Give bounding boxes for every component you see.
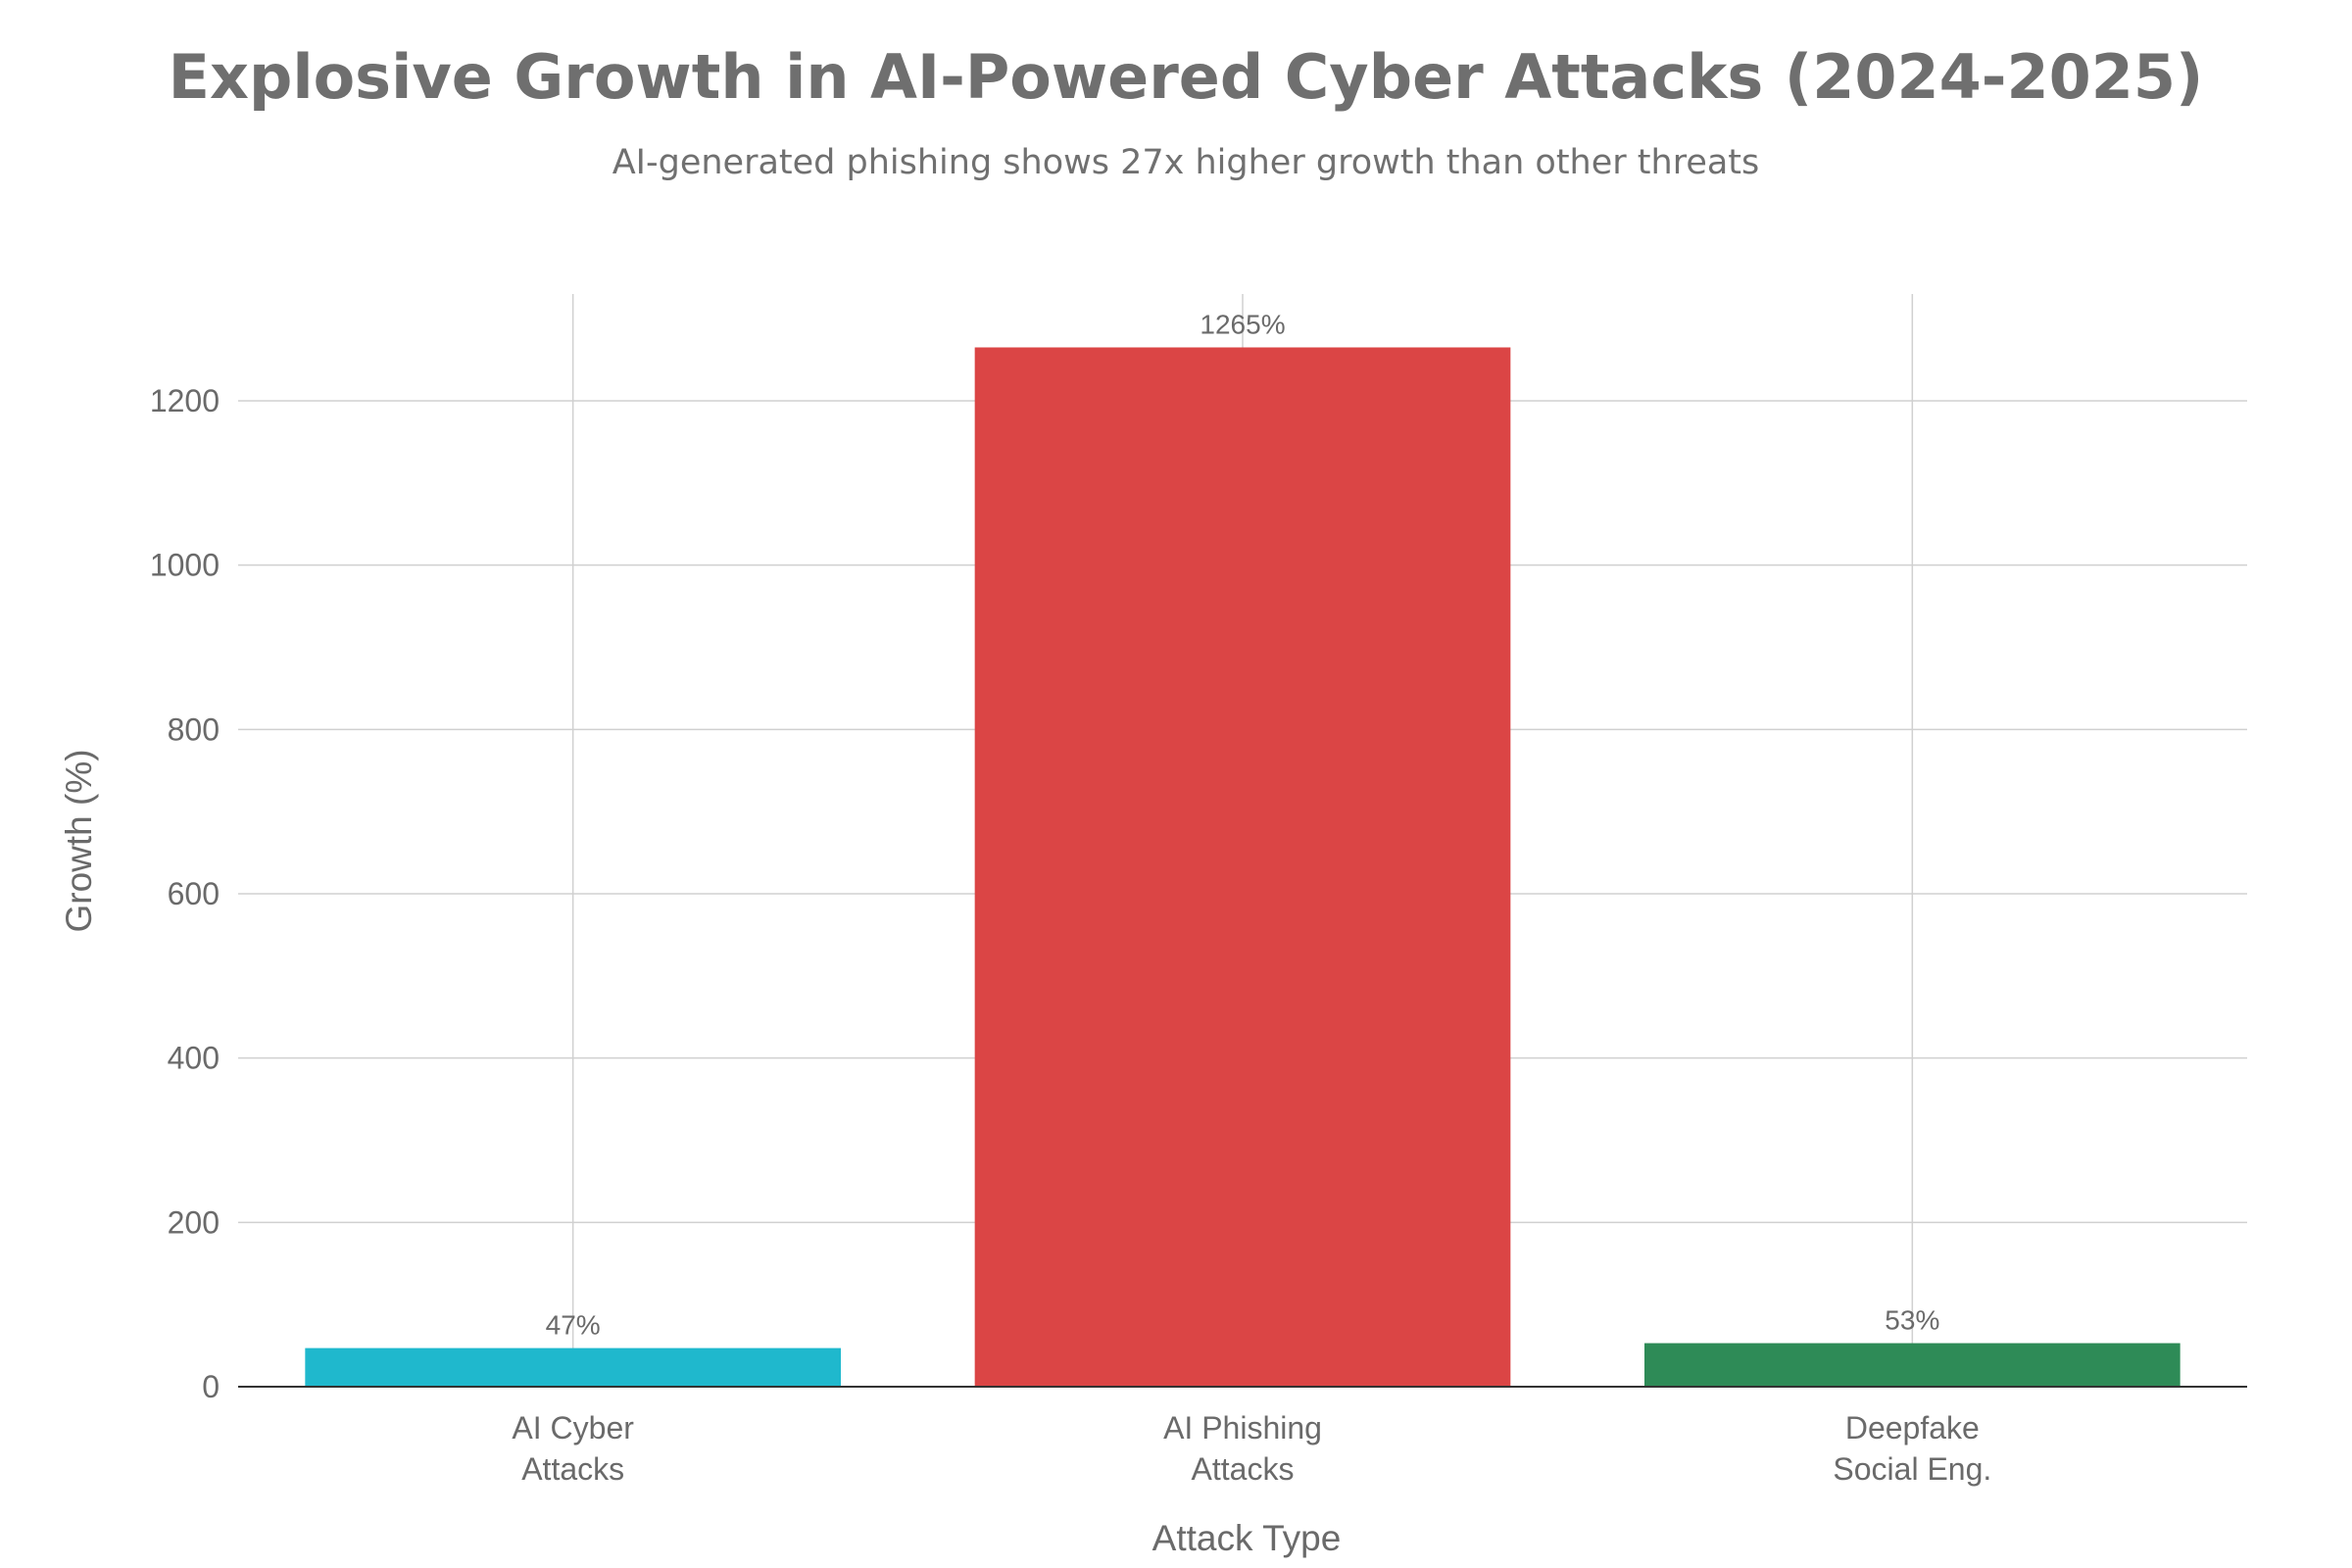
y-axis-title: Growth (%) <box>59 749 99 932</box>
chart-title: Explosive Growth in AI-Powered Cyber Att… <box>169 41 2204 113</box>
data-label-1: 1265% <box>1200 309 1285 339</box>
x-axis-title: Attack Type <box>1152 1518 1342 1558</box>
y-tick-label-400: 400 <box>168 1041 220 1076</box>
bar-0 <box>305 1348 841 1387</box>
y-tick-label-600: 600 <box>168 876 220 911</box>
bar-1 <box>974 347 1511 1388</box>
y-tick-label-1000: 1000 <box>150 548 220 583</box>
y-tick-label-200: 200 <box>168 1204 220 1240</box>
chart-subtitle: AI-generated phishing shows 27x higher g… <box>612 143 1760 182</box>
y-tick-label-800: 800 <box>168 711 220 747</box>
y-tick-label-1200: 1200 <box>150 383 220 418</box>
x-tick-label-1: AI Phishing Attacks <box>1163 1410 1322 1487</box>
x-tick-label-2: Deepfake Social Eng. <box>1833 1410 1991 1487</box>
bar-2 <box>1644 1343 2180 1387</box>
data-label-2: 53% <box>1885 1305 1939 1336</box>
bars <box>305 347 2180 1388</box>
data-label-0: 47% <box>546 1310 601 1341</box>
x-tick-label-0: AI Cyber Attacks <box>512 1410 634 1487</box>
labels: 0 200 400 600 800 1000 1200 47% AI Cyber Attacks 1… <box>150 309 1991 1487</box>
y-tick-label-0: 0 <box>202 1369 220 1404</box>
